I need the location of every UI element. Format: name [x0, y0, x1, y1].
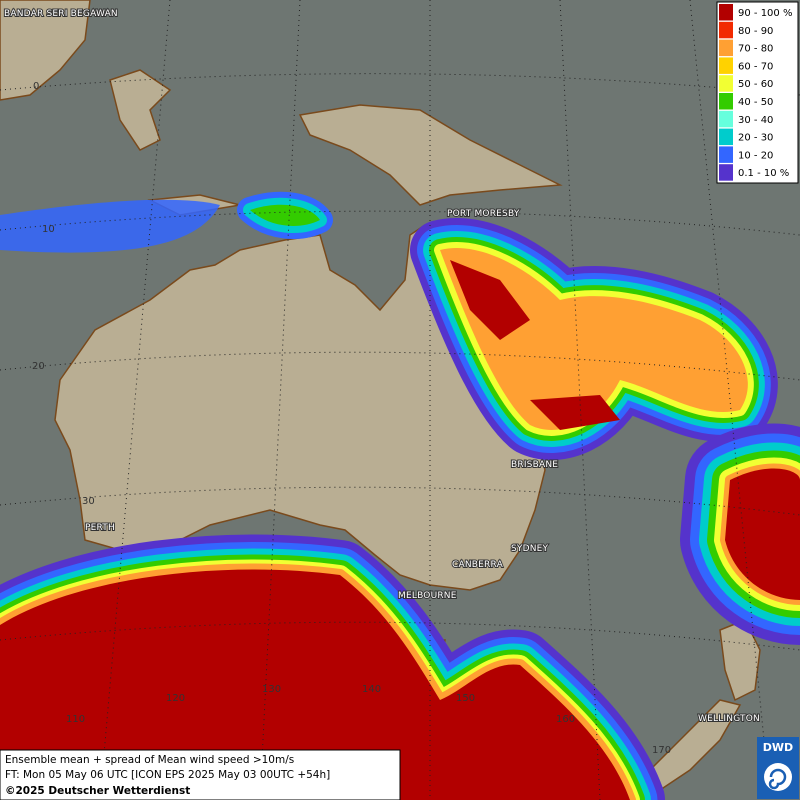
info-line: Ensemble mean + spread of Mean wind spee…: [5, 754, 294, 766]
dwd-logo: DWD: [757, 737, 799, 799]
legend-label: 40 - 50: [738, 97, 773, 108]
info-line: ©2025 Deutscher Wetterdienst: [5, 785, 190, 797]
logo-text: DWD: [763, 741, 793, 754]
longitude-label: 120: [166, 693, 185, 704]
legend-swatch: [719, 4, 733, 21]
longitude-label: 160: [556, 714, 575, 725]
legend-swatch: [719, 128, 733, 146]
latitude-label: 30: [82, 496, 95, 507]
logo-swirl: [768, 768, 787, 790]
city-label: PERTH: [85, 523, 115, 533]
longitude-label: 150: [456, 693, 475, 704]
longitude-label: 110: [66, 714, 85, 725]
legend-label: 30 - 40: [738, 115, 773, 126]
legend-swatch: [719, 75, 733, 92]
legend-swatch: [719, 110, 733, 128]
info-line: FT: Mon 05 May 06 UTC [ICON EPS 2025 May…: [5, 769, 330, 781]
latitude-label: 10: [42, 224, 55, 235]
info-box: Ensemble mean + spread of Mean wind spee…: [0, 749, 401, 800]
info-background: [0, 749, 401, 800]
legend-label: 50 - 60: [738, 79, 773, 90]
city-label: SYDNEY: [511, 544, 549, 554]
city-label: MELBOURNE: [398, 591, 457, 601]
legend-swatch: [719, 57, 733, 74]
legend-label: 0.1 - 10 %: [738, 168, 789, 179]
city-label: CANBERRA: [452, 560, 504, 570]
legend: 90 - 100 % 80 - 90 70 - 80 60 - 70 50 - 60 40…: [716, 1, 799, 184]
legend-label: 90 - 100 %: [738, 8, 792, 19]
legend-swatch: [719, 39, 733, 57]
legend-label: 20 - 30: [738, 133, 773, 144]
city-label: BRISBANE: [511, 460, 558, 470]
legend-swatch: [719, 164, 733, 181]
legend-swatch: [719, 21, 733, 39]
city-label: BANDAR SERI BEGAWAN: [4, 9, 118, 19]
longitude-label: 140: [362, 684, 381, 695]
latitude-label: 20: [32, 361, 45, 372]
legend-label: 60 - 70: [738, 61, 773, 72]
legend-swatch: [719, 93, 733, 110]
longitude-label: 130: [262, 684, 281, 695]
legend-label: 10 - 20: [738, 150, 773, 161]
longitude-label: 170: [652, 745, 671, 756]
legend-swatch: [719, 146, 733, 163]
city-label: PORT MORESBY: [447, 209, 520, 219]
city-label: WELLINGTON: [698, 714, 760, 724]
wind-field: [0, 200, 800, 800]
legend-label: 70 - 80: [738, 44, 773, 55]
latitude-label: 0: [33, 81, 39, 92]
legend-label: 80 - 90: [738, 26, 773, 37]
